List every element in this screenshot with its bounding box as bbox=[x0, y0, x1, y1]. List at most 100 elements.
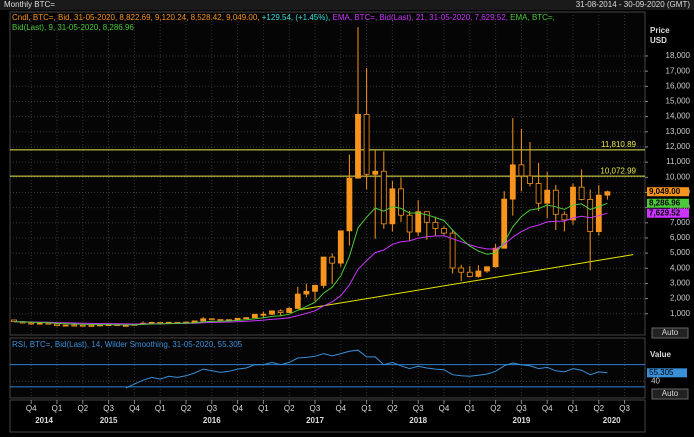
x-tick-label: Q2 bbox=[181, 404, 192, 413]
y-tick-label: 15,000 bbox=[666, 97, 691, 106]
candle-body bbox=[286, 308, 293, 313]
candle-body bbox=[415, 211, 422, 233]
y-tick-label: 1,000 bbox=[670, 309, 691, 318]
year-label: 2015 bbox=[100, 416, 118, 425]
candle-body bbox=[148, 322, 155, 324]
rsi-legend: RSI, BTC=, Bid(Last), 14, Wilder Smoothi… bbox=[12, 340, 572, 350]
candle-body bbox=[380, 170, 387, 225]
change-legend: +129.54, (+1.45%), bbox=[261, 13, 331, 22]
auto-button-label[interactable]: Auto bbox=[662, 389, 679, 398]
x-tick-label: Q2 bbox=[490, 404, 501, 413]
candle-body bbox=[544, 189, 551, 204]
chart-title: Monthly BTC= bbox=[4, 0, 55, 9]
x-tick-label: Q4 bbox=[542, 404, 553, 413]
year-label: 2018 bbox=[409, 416, 427, 425]
auto-button[interactable] bbox=[651, 388, 689, 400]
year-label: 2017 bbox=[306, 416, 324, 425]
candle-body bbox=[54, 323, 60, 326]
candle-body bbox=[484, 266, 490, 272]
y-tick-label: 5,000 bbox=[670, 248, 691, 257]
year-label: 2016 bbox=[203, 416, 221, 425]
candle-body bbox=[372, 170, 379, 175]
y-axis-label: Price bbox=[650, 26, 670, 35]
y-axis-label: Value bbox=[650, 350, 671, 359]
y-tick-label: 17,000 bbox=[666, 66, 691, 75]
ema-line bbox=[13, 202, 608, 326]
x-tick-label: Q2 bbox=[593, 404, 604, 413]
candle-body bbox=[595, 194, 602, 232]
x-axis-panel bbox=[9, 399, 646, 433]
x-tick-label: Q3 bbox=[619, 404, 630, 413]
y-tick-label: 7,000 bbox=[670, 218, 691, 227]
y-tick-label: 6,000 bbox=[670, 233, 691, 242]
candle-body bbox=[518, 164, 525, 177]
last-value-label: 7,629.52 bbox=[649, 208, 681, 217]
candle-body bbox=[303, 290, 310, 295]
candle-body bbox=[346, 177, 353, 232]
candle-body bbox=[337, 230, 344, 264]
candle-body bbox=[355, 113, 361, 179]
y-tick-label: 4,000 bbox=[670, 263, 691, 272]
y-tick-label: 14,000 bbox=[666, 112, 691, 121]
candle-body bbox=[329, 256, 336, 264]
candle-body bbox=[406, 214, 413, 233]
candle-body bbox=[466, 271, 473, 277]
header-bar bbox=[0, 0, 694, 10]
candle-body bbox=[79, 324, 86, 327]
candle-body bbox=[578, 186, 585, 200]
candle-body bbox=[363, 113, 370, 175]
y-tick-label: 3,000 bbox=[670, 279, 691, 288]
y-tick-label: 16,000 bbox=[666, 81, 691, 90]
year-label: 2019 bbox=[513, 416, 531, 425]
candle-body bbox=[398, 188, 404, 216]
x-tick-label: Q3 bbox=[516, 404, 527, 413]
x-tick-label: Q4 bbox=[439, 404, 450, 413]
x-tick-label: Q4 bbox=[232, 404, 243, 413]
x-tick-label: Q3 bbox=[413, 404, 424, 413]
candle-legend: Cndl, BTC=, Bid, 31-05-2020, 8,822.69, 9… bbox=[12, 13, 260, 22]
price-legend: Cndl, BTC=, Bid, 31-05-2020, 8,822.69, 9… bbox=[12, 13, 572, 33]
ema9-legend: EMA, BTC=, Bid(Last), 9, 31-05-2020, 8,2… bbox=[12, 13, 555, 32]
x-tick-label: Q3 bbox=[206, 404, 217, 413]
candle-body bbox=[527, 175, 533, 184]
y-tick-label: 18,000 bbox=[666, 51, 691, 60]
x-tick-label: Q1 bbox=[361, 404, 372, 413]
candle-body bbox=[88, 324, 95, 327]
last-value-label: 8,286.96 bbox=[649, 198, 681, 207]
candle-body bbox=[432, 221, 439, 229]
last-value-box bbox=[647, 198, 689, 208]
last-value-box bbox=[647, 208, 689, 218]
horizontal-line-label: 11,810.89 bbox=[601, 140, 637, 149]
x-tick-label: Q4 bbox=[26, 404, 37, 413]
candle-body bbox=[28, 322, 35, 325]
candle-body bbox=[208, 318, 215, 321]
x-tick-label: Q2 bbox=[387, 404, 398, 413]
candle-body bbox=[200, 318, 207, 322]
candle-body bbox=[552, 189, 559, 215]
candle-body bbox=[441, 227, 447, 234]
candle-body bbox=[570, 186, 576, 221]
x-tick-label: Q3 bbox=[103, 404, 114, 413]
auto-button[interactable] bbox=[651, 327, 689, 339]
x-tick-label: Q3 bbox=[310, 404, 321, 413]
candle-body bbox=[277, 310, 284, 313]
year-label: 2014 bbox=[35, 416, 53, 425]
candle-body bbox=[191, 320, 198, 323]
candle-body bbox=[449, 232, 456, 269]
rsi-panel bbox=[9, 337, 646, 399]
last-value-box bbox=[647, 187, 689, 197]
candle-body bbox=[234, 317, 241, 321]
auto-button-label[interactable]: Auto bbox=[662, 328, 679, 337]
candle-body bbox=[294, 293, 301, 309]
last-value-label: 9,049.00 bbox=[649, 187, 681, 196]
candle-body bbox=[492, 247, 499, 268]
candle-body bbox=[122, 324, 129, 327]
last-value-box bbox=[647, 368, 687, 378]
candle-body bbox=[509, 164, 516, 200]
y-tick-label: 12,000 bbox=[666, 142, 691, 151]
y-axis-label: USD bbox=[650, 36, 667, 45]
rsi-legend-text: RSI, BTC=, Bid(Last), 14, Wilder Smoothi… bbox=[12, 340, 243, 349]
rsi-line bbox=[125, 349, 608, 389]
candle-body bbox=[36, 322, 43, 325]
